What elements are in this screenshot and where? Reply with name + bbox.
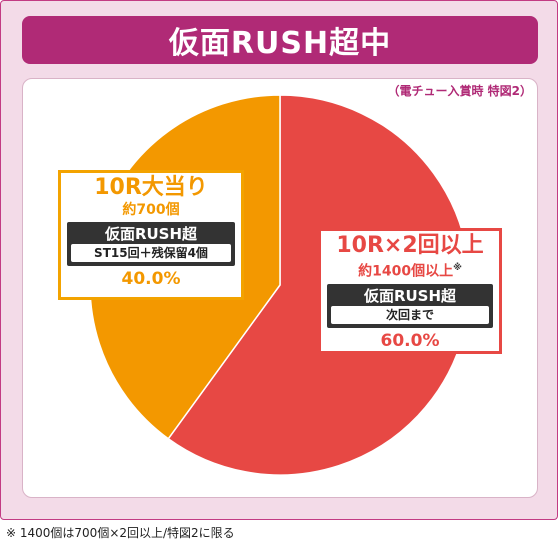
slice-label-10r-multi: 10R×2回以上 約1400個以上※ 仮面RUSH超 次回まで 60.0% <box>318 228 502 354</box>
slice-payout: 約1400個以上※ <box>321 259 499 281</box>
mode-title: 仮面RUSH超 <box>104 225 198 243</box>
subtitle-note: （電チュー入賞時 特図2） <box>387 84 532 98</box>
payout-mark: ※ <box>453 263 462 273</box>
mode-title: 仮面RUSH超 <box>363 286 457 305</box>
mode-box: 仮面RUSH超 ST15回＋残保留4個 <box>67 222 235 266</box>
mode-box: 仮面RUSH超 次回まで <box>327 283 493 328</box>
slice-percent: 40.0% <box>121 269 181 289</box>
slice-name: 10R大当り <box>94 175 208 200</box>
payout-text: 約1400個以上 <box>358 263 454 280</box>
mode-detail: 次回まで <box>331 305 489 324</box>
mode-detail: ST15回＋残保留4個 <box>71 244 231 262</box>
page-title: 仮面RUSH超中 <box>22 16 538 64</box>
slice-name: 10R×2回以上 <box>336 233 484 258</box>
slice-percent: 60.0% <box>380 330 440 351</box>
slice-label-10r-single: 10R大当り 約700個 仮面RUSH超 ST15回＋残保留4個 40.0% <box>58 170 244 300</box>
slice-payout: 約700個 <box>122 202 180 218</box>
footnote: ※ 1400個は700個×2回以上/特図2に限る <box>6 526 235 540</box>
